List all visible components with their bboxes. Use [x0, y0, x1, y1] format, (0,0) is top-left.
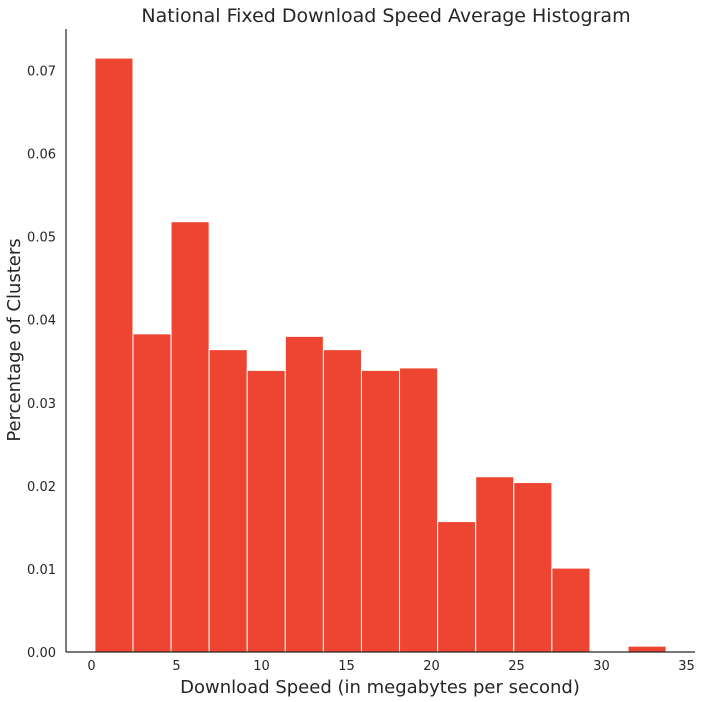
x-tick-label: 10	[253, 659, 270, 674]
histogram-bar-10	[475, 476, 515, 653]
y-tick-label: 0.07	[27, 65, 56, 80]
histogram-bar-4	[246, 369, 286, 653]
histogram-bar-2	[170, 221, 210, 653]
chart-title: National Fixed Download Speed Average Hi…	[141, 5, 630, 27]
y-tick-label: 0.00	[27, 646, 56, 661]
x-tick-label: 5	[172, 659, 180, 674]
y-tick-label: 0.02	[27, 480, 56, 495]
histogram-bar-14	[627, 645, 667, 653]
x-tick-label: 15	[338, 659, 355, 674]
bars-group	[94, 57, 667, 653]
histogram-bar-6	[322, 349, 362, 653]
histogram-bar-9	[437, 521, 477, 653]
histogram-bar-11	[513, 482, 553, 653]
histogram-bar-8	[399, 367, 439, 653]
y-tick-label: 0.03	[27, 397, 56, 412]
y-tick-label: 0.05	[27, 231, 56, 246]
y-tick-label: 0.01	[27, 563, 56, 578]
x-tick-label: 30	[593, 659, 610, 674]
x-tick-label: 0	[87, 659, 95, 674]
y-ticks: 0.00 0.01 0.02 0.03 0.04 0.05 0.06 0.07	[27, 65, 56, 661]
y-tick-label: 0.04	[27, 314, 56, 329]
y-tick-label: 0.06	[27, 148, 56, 163]
histogram-bar-3	[208, 349, 248, 653]
x-tick-label: 20	[423, 659, 440, 674]
histogram-bar-7	[360, 369, 401, 653]
histogram-bar-12	[551, 567, 591, 653]
y-axis-label: Percentage of Clusters	[4, 238, 25, 441]
histogram-bar-0	[94, 57, 134, 653]
histogram-bar-5	[284, 335, 324, 653]
histogram-bar-1	[132, 333, 172, 653]
x-tick-label: 35	[678, 659, 695, 674]
x-axis-label: Download Speed (in megabytes per second)	[180, 677, 580, 698]
x-tick-label: 25	[508, 659, 525, 674]
x-ticks: 0 5 10 15 20 25 30 35	[87, 659, 694, 674]
